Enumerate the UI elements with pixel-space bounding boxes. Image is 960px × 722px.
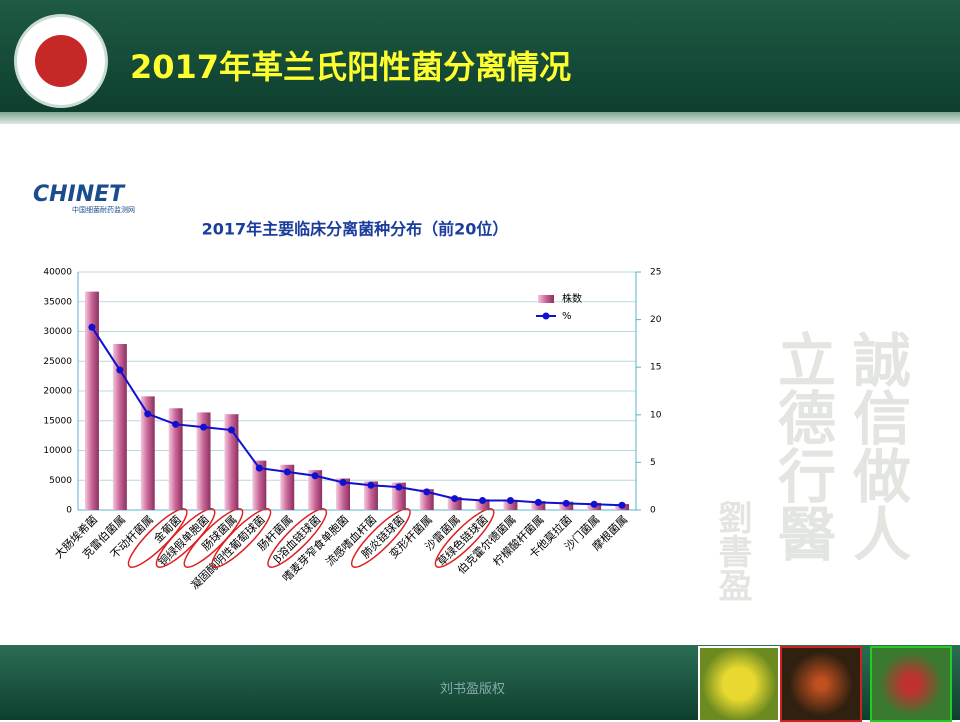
y2-tick-label: 0	[650, 506, 656, 516]
y-tick-label: 10000	[43, 446, 72, 456]
y-tick-label: 0	[66, 506, 72, 516]
emblem	[14, 14, 108, 108]
line-point	[144, 410, 152, 418]
bar	[308, 470, 323, 510]
bar	[224, 414, 239, 510]
line-point	[367, 481, 375, 489]
header-band	[0, 0, 960, 112]
highlight-circle	[434, 508, 495, 568]
line-point	[172, 420, 180, 428]
y-tick-label: 20000	[43, 387, 72, 397]
calligraphy: 立德行醫	[768, 330, 836, 562]
bar	[336, 478, 351, 510]
bar	[363, 481, 378, 510]
bar	[168, 408, 183, 510]
line-point	[534, 498, 542, 506]
highlight-circle	[183, 508, 244, 568]
y-tick-label: 15000	[43, 416, 72, 426]
line-point	[200, 423, 208, 431]
image	[780, 646, 862, 722]
calligraphy: 誠信做人	[843, 330, 911, 562]
line-point	[562, 499, 570, 507]
y2-tick-label: 20	[650, 315, 662, 325]
calligraphy: 劉書盈	[712, 500, 752, 602]
highlight-circle	[267, 508, 328, 568]
bar	[84, 291, 99, 510]
line-point	[506, 496, 514, 504]
bar	[419, 489, 434, 510]
footer-text: 刘书盈版权	[440, 682, 506, 697]
slide-title: 2017年革兰氏阳性菌分离情况	[130, 48, 572, 86]
y-tick-label: 5000	[49, 476, 72, 486]
legend-label: 株数	[562, 292, 582, 305]
y-tick-label: 40000	[43, 268, 72, 278]
bar	[140, 396, 155, 510]
line-point	[311, 472, 319, 480]
bar	[196, 412, 211, 510]
bar	[280, 464, 295, 510]
y2-tick-label: 25	[650, 268, 661, 278]
line-point	[618, 501, 626, 509]
line-point	[479, 496, 487, 504]
bar	[112, 343, 127, 510]
y2-tick-label: 15	[650, 363, 661, 373]
logo: CHINET	[33, 182, 125, 207]
y-tick-label: 35000	[43, 297, 72, 307]
line	[91, 326, 623, 507]
legend-label: %	[562, 311, 572, 322]
y-tick-label: 30000	[43, 327, 72, 337]
line-point	[451, 495, 459, 503]
line-point	[255, 464, 263, 472]
header-stripe	[0, 112, 960, 124]
bar	[503, 499, 518, 510]
bar	[475, 499, 490, 510]
y2-tick-label: 5	[650, 458, 656, 468]
bar	[447, 496, 462, 510]
line-point	[227, 426, 235, 434]
y-tick-label: 25000	[43, 357, 72, 367]
highlight-circle	[155, 508, 216, 568]
line-point	[116, 366, 124, 374]
image	[698, 646, 780, 722]
bar	[252, 460, 267, 510]
line-point	[283, 468, 291, 476]
line-point	[395, 483, 403, 491]
highlight-circle	[350, 508, 411, 568]
highlight-circle	[211, 508, 272, 568]
y2-tick-label: 10	[650, 410, 662, 420]
legend-swatch	[538, 295, 554, 303]
line-point	[590, 500, 598, 508]
chart-title: 2017年主要临床分离菌种分布（前20位）	[202, 220, 509, 239]
line-point	[339, 478, 347, 486]
bar	[391, 482, 406, 510]
highlight-circle	[127, 508, 188, 568]
logo-sub: 中国细菌耐药监测网	[72, 206, 135, 214]
legend-swatch	[542, 312, 550, 320]
line-point	[423, 488, 431, 496]
line-point	[88, 323, 96, 331]
